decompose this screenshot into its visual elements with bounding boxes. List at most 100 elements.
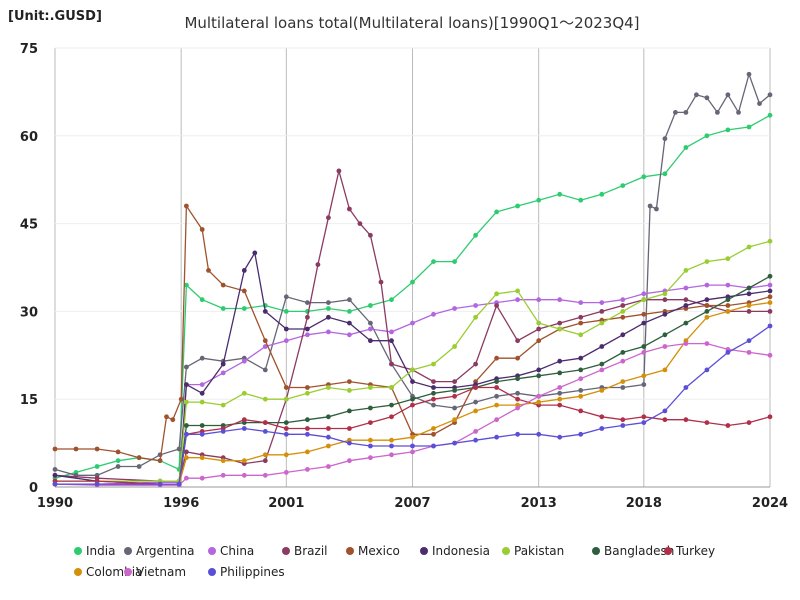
data-point [136,455,142,461]
x-tick-label: 2024 [752,496,788,511]
legend-item[interactable]: Philippines [208,565,285,579]
data-point [252,250,258,256]
x-tick-label: 2018 [626,496,662,511]
data-point [170,417,176,423]
data-point [94,446,100,452]
data-point [494,303,499,308]
legend-item[interactable]: China [208,544,254,558]
data-point [262,396,268,402]
legend-label: China [220,544,254,558]
data-point [746,291,752,297]
data-point [431,426,436,431]
data-point [515,338,520,344]
data-point [452,440,457,446]
data-point [515,288,520,294]
data-point [746,309,752,314]
data-point [357,221,363,227]
legend-label: Pakistan [514,544,564,558]
data-point [683,303,689,308]
y-tick-label: 0 [29,481,38,496]
data-point [389,329,394,335]
data-point [199,423,205,428]
data-point [389,452,394,458]
data-point [283,420,289,425]
x-tick-label: 2013 [521,496,557,511]
data-point [599,191,605,197]
y-tick-label: 75 [20,42,38,57]
data-point [184,282,189,288]
data-point [305,326,310,332]
data-point [704,95,710,101]
data-point [473,232,478,238]
data-point [431,311,436,317]
data-point [662,297,668,303]
data-point [620,303,626,308]
data-point [704,367,710,373]
series-layer [52,71,773,488]
data-point [578,393,584,399]
data-point [326,443,331,449]
legend-item[interactable]: Turkey [664,544,715,558]
data-point [199,227,205,232]
data-point [725,303,731,308]
data-point [599,320,605,326]
legend-item[interactable]: Brazil [282,544,328,558]
data-point [431,402,436,408]
data-point [184,431,189,437]
series-mexico [52,203,773,464]
data-point [557,385,563,390]
data-point [452,388,457,393]
data-point [262,344,268,349]
legend-item[interactable]: Pakistan [502,544,564,558]
data-point [578,197,584,203]
data-point [620,309,626,314]
grid-lines [54,47,771,487]
data-point [746,244,752,250]
data-point [620,314,626,320]
data-point [241,306,247,311]
data-point [746,350,752,355]
data-point [389,402,394,408]
data-point [746,338,752,344]
data-point [368,326,373,332]
legend-item[interactable]: Indonesia [420,544,490,558]
legend-item[interactable]: India [74,544,115,558]
data-point [536,373,542,379]
data-point [494,393,499,399]
data-point [347,440,352,446]
data-point [746,420,752,425]
data-point [515,396,520,402]
data-point [641,350,647,355]
data-point [620,385,626,390]
legend-item[interactable]: Vietnam [124,565,186,579]
data-point [704,282,710,288]
legend: India Argentina China Brazil Mexico Indonesia… [74,544,715,579]
data-point [704,259,710,264]
data-point [368,443,373,449]
legend-item[interactable]: Argentina [124,544,195,558]
legend-item[interactable]: Colombia [74,565,142,579]
data-point [557,320,563,326]
data-point [473,399,478,405]
data-point [578,355,584,361]
data-point [641,414,647,420]
data-point [599,426,605,431]
legend-item[interactable]: Mexico [346,544,400,558]
data-point [241,390,247,396]
data-point [206,268,211,273]
data-point [241,458,247,464]
y-tick-label: 30 [20,305,38,320]
data-point [473,429,478,434]
data-point [262,309,268,314]
data-point [410,320,415,326]
data-point [536,367,542,373]
data-point [536,326,542,332]
data-point [654,206,659,212]
data-point [536,197,542,203]
data-point [515,355,520,361]
data-point [305,426,310,431]
data-point [199,355,205,361]
data-point [683,110,689,115]
legend-item[interactable]: Bangladesh [592,544,674,558]
data-point [347,332,352,338]
